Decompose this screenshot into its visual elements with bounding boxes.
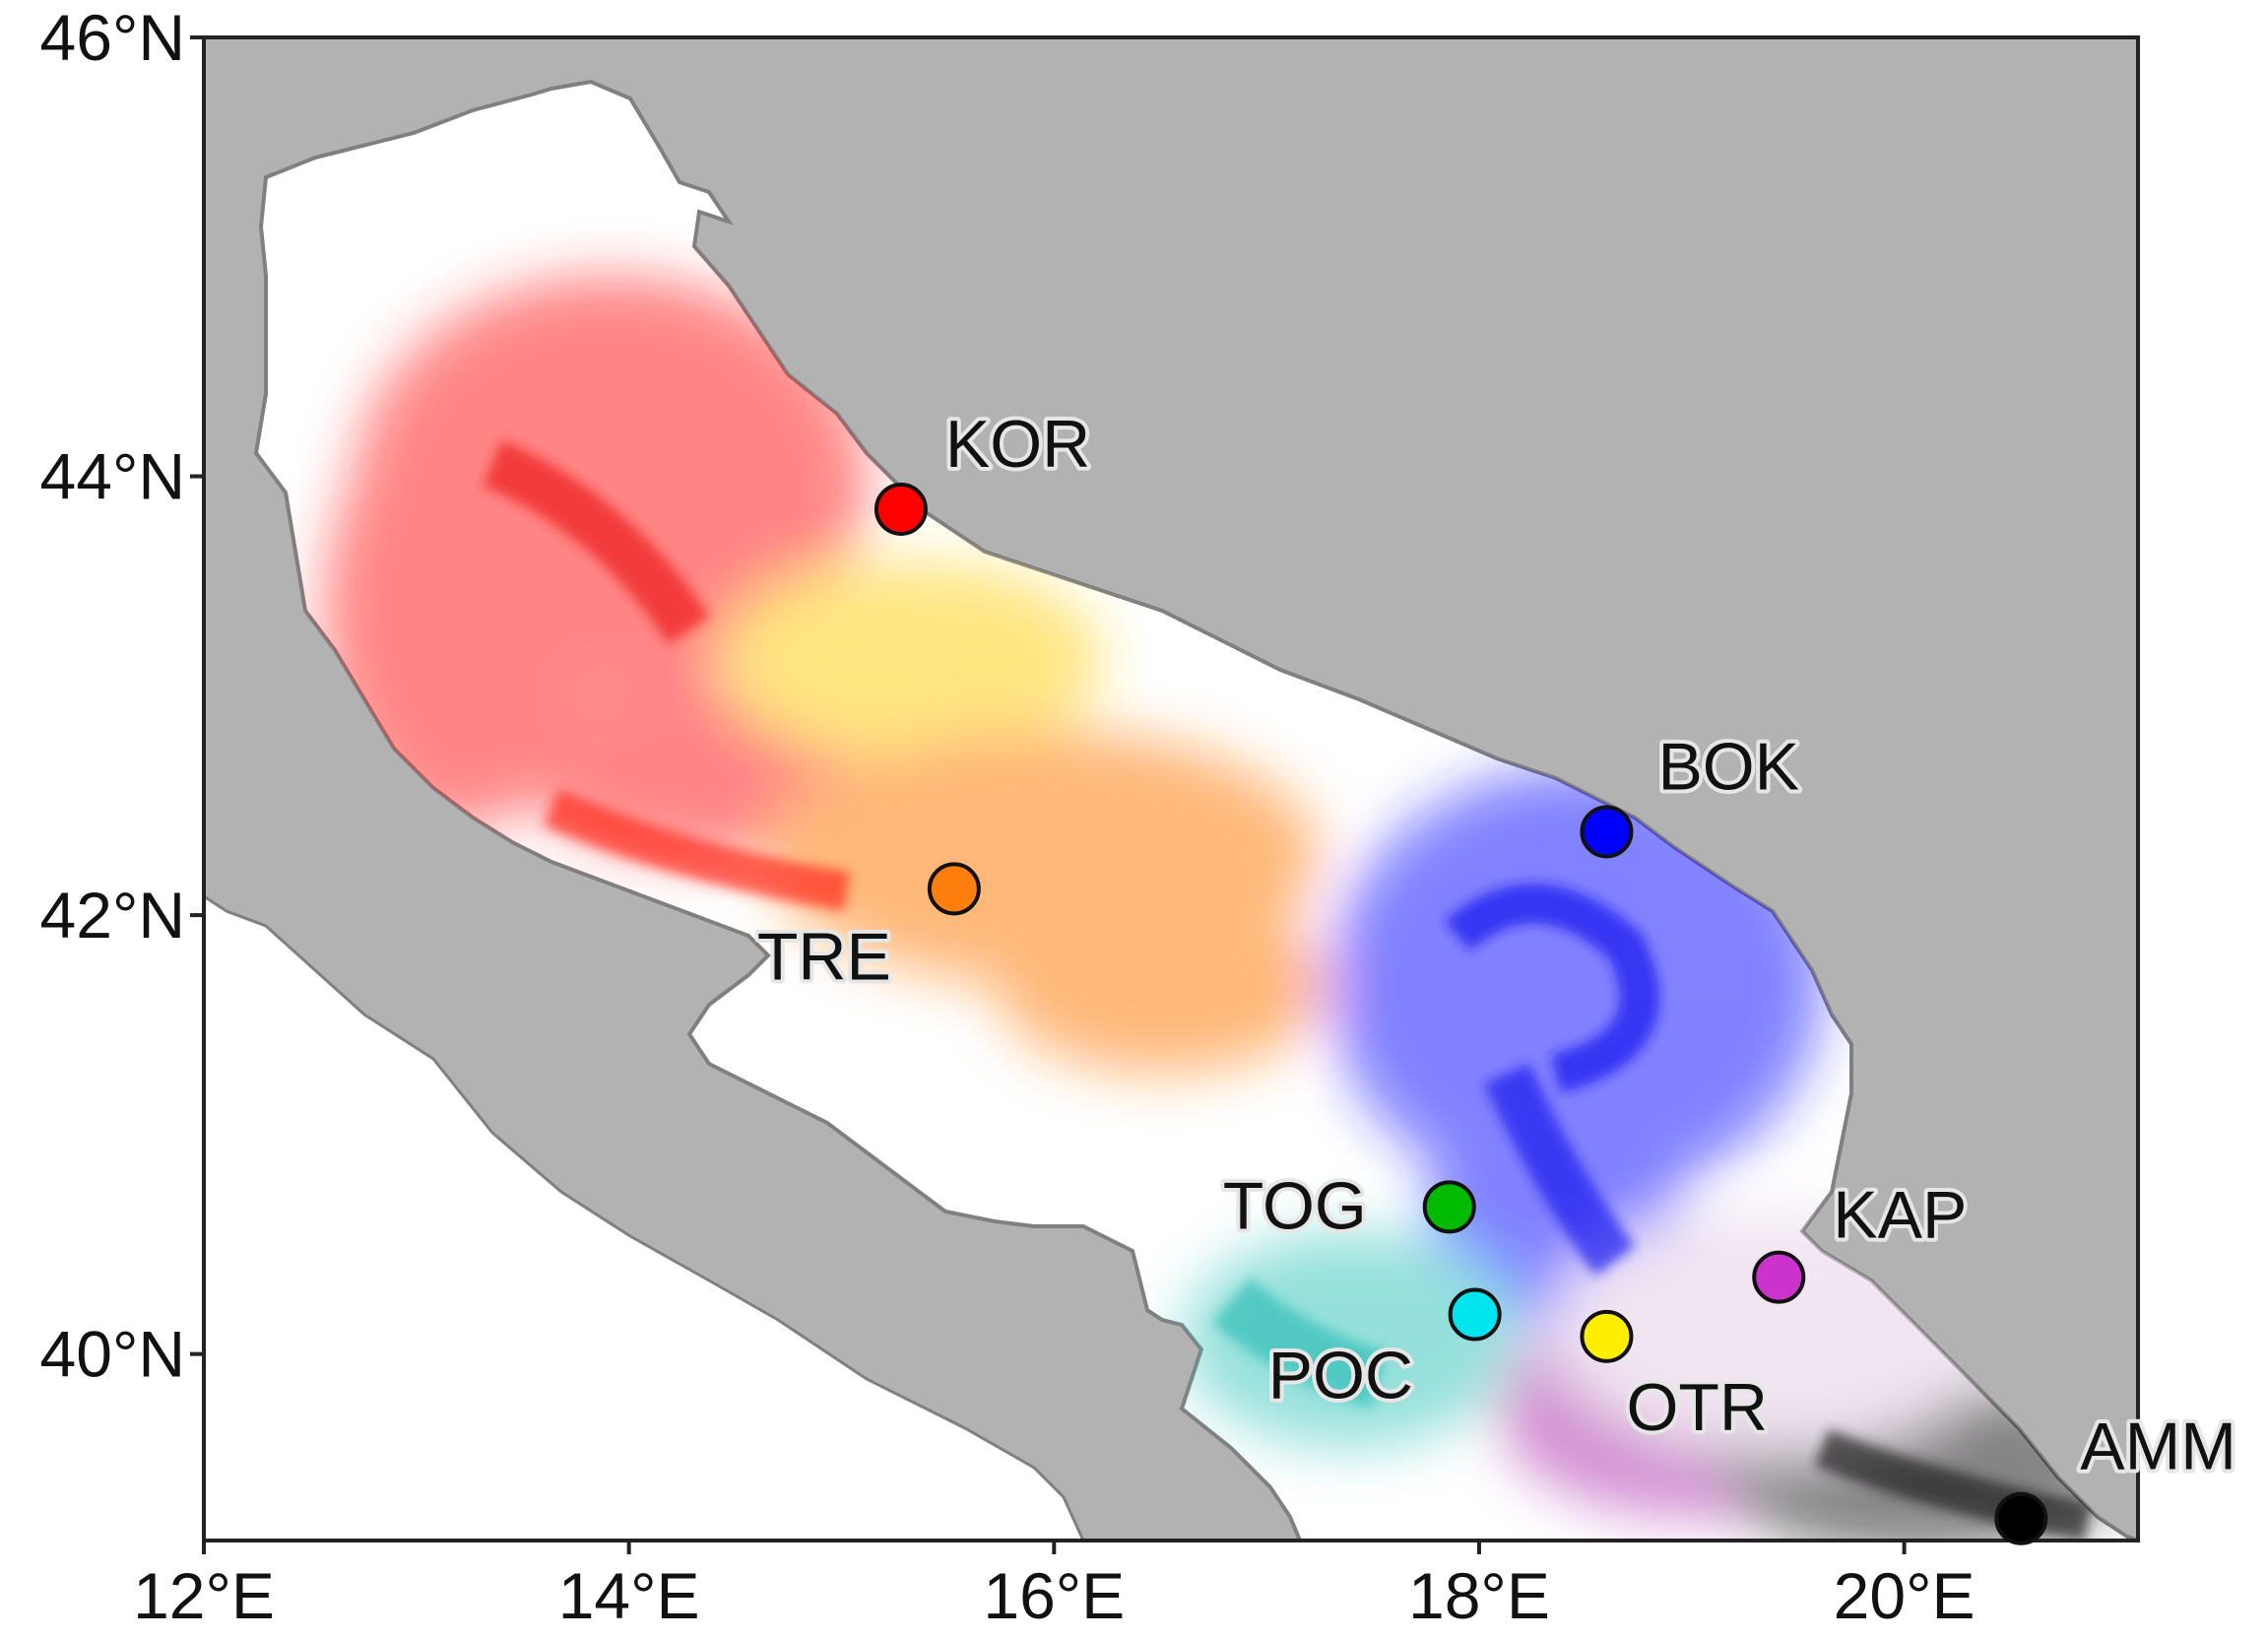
- tre-coastal-streak: [544, 789, 851, 911]
- station-label-poc: POC: [1268, 1339, 1413, 1413]
- station-marker-poc: [1448, 1287, 1502, 1342]
- x-tick-label: 12°E: [133, 1559, 275, 1632]
- y-tick-label: 42°N: [40, 879, 185, 951]
- x-tick-label: 18°E: [1408, 1559, 1550, 1632]
- y-tick-label: 44°N: [40, 440, 185, 513]
- tyrrhenian-sea: [204, 894, 1085, 1541]
- station-label-amm: AMM: [2080, 1410, 2236, 1484]
- map-frame: [202, 35, 2140, 1542]
- x-tick-label: 20°E: [1834, 1559, 1976, 1632]
- station-marker-otr: [1580, 1309, 1634, 1363]
- x-tick-label: 16°E: [983, 1559, 1125, 1632]
- station-markers: KOR TRE BOK TOG KAP POC OTR AMM: [753, 403, 2240, 1545]
- bok-particle-cloud: [1329, 768, 1822, 1202]
- station-marker-tog: [1422, 1180, 1476, 1234]
- station-marker-bok: [1580, 805, 1634, 859]
- latitude-axis: 46°N 44°N 42°N 40°N: [40, 1, 204, 1391]
- bok-south-streak: [1484, 1063, 1636, 1276]
- station-label-otr: OTR: [1626, 1370, 1768, 1445]
- station-marker-tre: [927, 862, 981, 916]
- station-label-kor: KOR: [945, 407, 1090, 482]
- otr-particle-cloud: [729, 561, 1103, 758]
- tre-south-cloud: [995, 896, 1329, 1074]
- station-label-bok: BOK: [1657, 729, 1799, 804]
- kor-core-streak: [483, 439, 710, 644]
- longitude-axis: 12°E 14°E 16°E 18°E 20°E: [133, 1541, 1976, 1632]
- y-tick-label: 46°N: [40, 1, 185, 74]
- station-label-kap: KAP: [1833, 1178, 1967, 1253]
- station-label-tre: TRE: [757, 919, 891, 994]
- x-tick-label: 14°E: [558, 1559, 700, 1632]
- y-tick-label: 40°N: [40, 1318, 185, 1391]
- station-marker-kor: [874, 482, 928, 536]
- station-marker-amm: [1994, 1491, 2048, 1545]
- bok-gyre-streak: [1444, 884, 1659, 1093]
- amm-core-streak: [1814, 1429, 2092, 1541]
- station-label-tog: TOG: [1223, 1168, 1367, 1243]
- station-marker-kap: [1752, 1250, 1806, 1304]
- poc-core-streak: [1211, 1278, 1387, 1409]
